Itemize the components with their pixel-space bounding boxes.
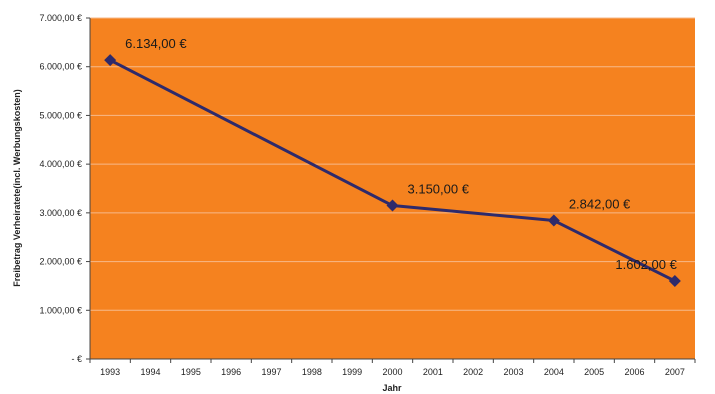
data-point-marker	[547, 214, 560, 227]
plot-area	[90, 18, 695, 359]
gridlines	[90, 17, 695, 311]
data-point-marker	[668, 274, 681, 287]
data-label: 1.602,00 €	[615, 257, 677, 272]
y-tick-label: 4.000,00 €	[39, 159, 82, 169]
data-point-marker	[386, 199, 399, 212]
x-tick-label: 2004	[544, 367, 564, 377]
x-tick-labels: 1993 1994 1995 1996 1997 1998 1999 2000 2001 2002…	[100, 367, 685, 377]
data-label: 3.150,00 €	[408, 182, 470, 197]
x-tick-label: 2005	[584, 367, 604, 377]
x-tick-label: 1998	[302, 367, 322, 377]
x-tick-label: 1995	[181, 367, 201, 377]
x-axis-title: Jahr	[382, 383, 402, 393]
x-tick-label: 2007	[665, 367, 685, 377]
axes	[86, 17, 696, 363]
y-tick-label: - €	[71, 354, 82, 364]
x-tick-label: 1993	[100, 367, 120, 377]
series-layer	[104, 54, 681, 287]
y-tick-label: 1.000,00 €	[39, 305, 82, 315]
data-point-marker	[104, 54, 117, 67]
x-tick-label: 2000	[382, 367, 402, 377]
x-tick-label: 2006	[624, 367, 644, 377]
x-tick-label: 2002	[463, 367, 483, 377]
series-line	[109, 58, 676, 283]
data-label: 6.134,00 €	[125, 36, 187, 51]
x-tick-label: 2003	[503, 367, 523, 377]
y-tick-label: 2.000,00 €	[39, 257, 82, 267]
data-label: 2.842,00 €	[569, 197, 631, 212]
x-tick-label: 1997	[261, 367, 281, 377]
y-tick-label: 5.000,00 €	[39, 110, 82, 120]
y-tick-labels: - € 1.000,00 € 2.000,00 € 3.000,00 € 4.000,0…	[39, 13, 82, 364]
y-tick-label: 3.000,00 €	[39, 208, 82, 218]
y-axis-title: Freibetrag Verheiratete(incl. Werbungsko…	[12, 89, 22, 286]
y-tick-label: 7.000,00 €	[39, 13, 82, 23]
x-tick-label: 1994	[140, 367, 160, 377]
x-tick-label: 2001	[423, 367, 443, 377]
data-labels: 6.134,00 € 3.150,00 € 2.842,00 € 1.602,00 €	[125, 36, 677, 272]
x-tick-label: 1999	[342, 367, 362, 377]
x-tick-label: 1996	[221, 367, 241, 377]
y-tick-label: 6.000,00 €	[39, 62, 82, 72]
